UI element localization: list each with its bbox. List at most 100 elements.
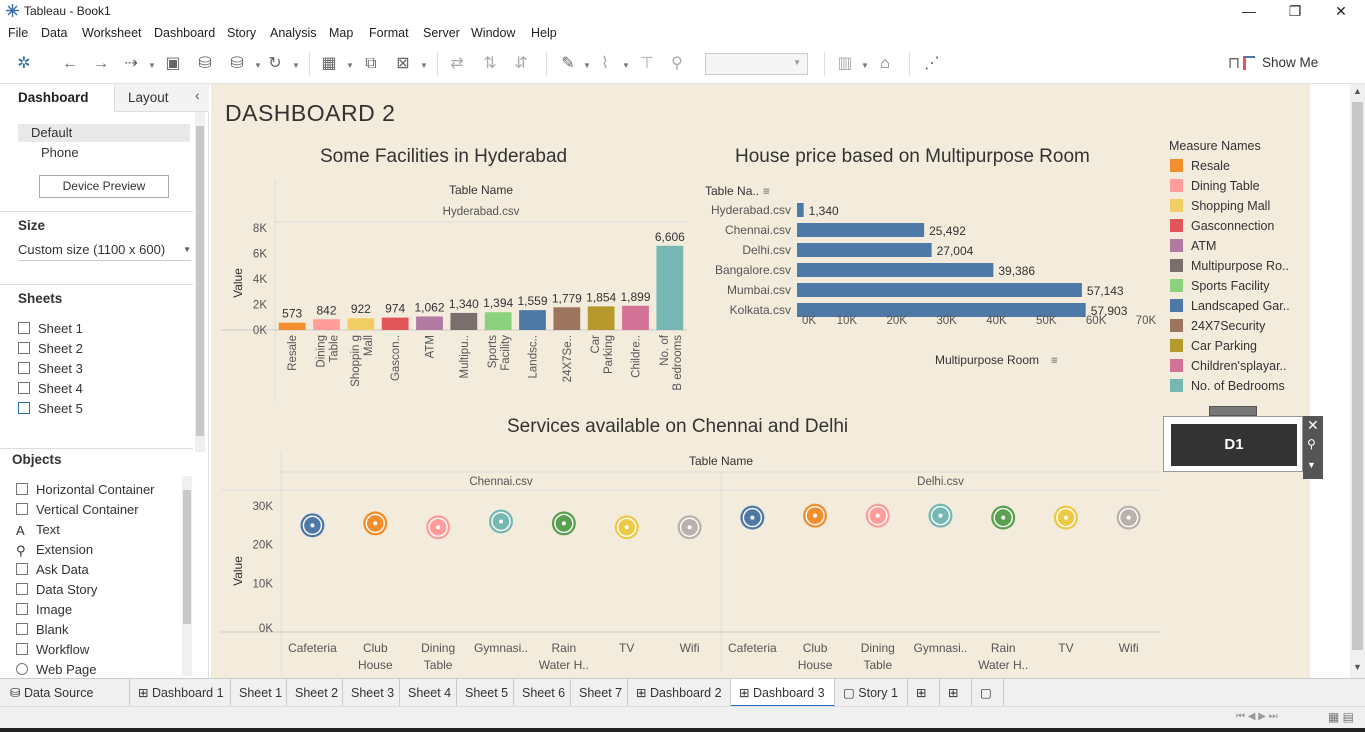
device-default[interactable] — [18, 124, 190, 142]
restore-button[interactable]: ❐ — [1288, 3, 1302, 19]
tab-layout[interactable]: Layout ‹ — [114, 84, 209, 112]
show-me-button[interactable]: Show Me — [1262, 55, 1319, 70]
highlight-dropdown-icon[interactable]: ▼ — [583, 61, 591, 70]
device-phone[interactable]: Phone — [41, 145, 79, 160]
object-vertical-container[interactable]: Vertical Container — [16, 502, 139, 517]
collapse-panel-icon[interactable]: ‹ — [195, 87, 200, 103]
menu-server[interactable]: Server — [423, 26, 460, 40]
legend-item[interactable]: Landscaped Gar.. — [1170, 299, 1290, 313]
scroll-down-icon[interactable]: ▼ — [1353, 662, 1362, 672]
menu-data[interactable]: Data — [41, 26, 68, 40]
menu-map[interactable]: Map — [329, 26, 354, 40]
objects-scrollbar[interactable] — [182, 476, 192, 676]
legend-item[interactable]: Children'splayar.. — [1170, 359, 1287, 373]
clear-sheet-icon[interactable]: ⊠ — [396, 55, 410, 72]
tab-sheet-1[interactable]: Sheet 1 — [231, 679, 287, 707]
size-select[interactable]: Custom size (1100 x 600) ▼ — [18, 241, 191, 261]
refresh-dropdown-icon[interactable]: ▼ — [292, 61, 300, 70]
services-scatter-chart[interactable]: Table Name Value 0K 10K 20K 30K Chennai.csv Caf… — [221, 450, 1165, 672]
tab-sheet-4[interactable]: Sheet 4 — [400, 679, 457, 707]
legend-item[interactable]: Multipurpose Ro.. — [1170, 259, 1289, 273]
close-button[interactable]: ✕ — [1335, 3, 1347, 19]
replay-dropdown-icon[interactable]: ▼ — [148, 61, 156, 70]
sheet-item[interactable]: Sheet 2 — [18, 341, 83, 356]
tab-sheet-2[interactable]: Sheet 2 — [287, 679, 343, 707]
menu-format[interactable]: Format — [369, 26, 409, 40]
canvas-scrollbar[interactable]: ▲ ▼ — [1350, 84, 1365, 678]
new-sheet-dropdown-icon[interactable]: ▼ — [346, 61, 354, 70]
legend-item[interactable]: Gasconnection — [1170, 219, 1274, 233]
legend-item[interactable]: Sports Facility — [1170, 279, 1270, 293]
object-text[interactable]: A Text — [16, 522, 60, 538]
facilities-bar-chart[interactable]: Table Name Hyderabad.csv Value 0K 2K 4K 6K 8K 57… — [221, 180, 691, 402]
menu-analysis[interactable]: Analysis — [270, 26, 317, 40]
object-horizontal-container[interactable]: Horizontal Container — [16, 482, 155, 497]
tab-story-1[interactable]: ▢ Story 1 — [835, 679, 908, 707]
object-image[interactable]: Image — [16, 602, 72, 617]
object-data-story[interactable]: Data Story — [16, 582, 97, 597]
replay-icon[interactable]: ⇢ — [124, 55, 138, 72]
tab-navigation-icon[interactable]: ⏮ ◀ ▶ ⏭ — [1236, 711, 1278, 722]
menu-file[interactable]: File — [8, 26, 29, 40]
tab-dashboard-1[interactable]: ⊞ Dashboard 1 — [130, 679, 231, 707]
legend-item[interactable]: Resale — [1170, 159, 1230, 173]
move-handle[interactable] — [1209, 406, 1257, 416]
menu-story[interactable]: Story — [227, 26, 257, 40]
new-dashboard-tab[interactable]: ⊞ — [940, 679, 972, 707]
show-me-icon[interactable] — [1243, 56, 1255, 70]
tab-sheet-5[interactable]: Sheet 5 — [457, 679, 514, 707]
legend-item[interactable]: 24X7Security — [1170, 319, 1265, 333]
sort-ascending-icon[interactable]: ⇅ — [483, 55, 497, 72]
group-dropdown-icon[interactable]: ▼ — [622, 61, 630, 70]
tableau-home-icon[interactable]: ✲ — [17, 55, 31, 72]
new-sheet-icon[interactable]: ▦ — [321, 55, 337, 72]
panel-scrollbar[interactable] — [195, 112, 205, 452]
tab-sheet-7[interactable]: Sheet 7 — [571, 679, 628, 707]
swap-icon[interactable]: ⇄ — [450, 55, 464, 72]
tab-data-source[interactable]: ⛁ Data Source — [0, 679, 130, 707]
pause-dropdown-icon[interactable]: ▼ — [254, 61, 262, 70]
cards-dropdown-icon[interactable]: ▼ — [861, 61, 869, 70]
sheet-item[interactable]: Sheet 3 — [18, 361, 83, 376]
menu-worksheet[interactable]: Worksheet — [82, 26, 142, 40]
sheet-item[interactable]: Sheet 1 — [18, 321, 83, 336]
refresh-icon[interactable]: ↻ — [268, 55, 282, 72]
sort-descending-icon[interactable]: ⇵ — [514, 55, 528, 72]
presentation-mode-icon[interactable]: ⌂ — [880, 55, 890, 72]
device-preview-button[interactable]: Device Preview — [39, 175, 169, 198]
remove-icon[interactable]: ✕ — [1307, 417, 1319, 433]
format-painter-icon[interactable]: ⊓ — [1227, 55, 1241, 72]
legend-item[interactable]: Shopping Mall — [1170, 199, 1270, 213]
sheet-item[interactable]: Sheet 4 — [18, 381, 83, 396]
tab-sheet-3[interactable]: Sheet 3 — [343, 679, 400, 707]
fit-dropdown[interactable]: ▼ — [705, 53, 808, 75]
house-price-bar-chart[interactable]: Table Na.. ≡ Hyderabad.csv 1,340 Chennai.csv… — [701, 180, 1161, 370]
object-extension[interactable]: ⚲ Extension — [16, 542, 94, 558]
new-story-tab[interactable]: ▢ — [972, 679, 1004, 707]
duplicate-icon[interactable]: ⧉ — [365, 55, 377, 72]
scroll-up-icon[interactable]: ▲ — [1353, 86, 1362, 96]
canvas-scroll-thumb[interactable] — [1352, 102, 1363, 650]
legend-item[interactable]: ATM — [1170, 239, 1216, 253]
show-cards-icon[interactable]: ▥ — [837, 55, 853, 72]
labels-icon[interactable]: ⊤ — [640, 55, 654, 72]
panel-scroll-thumb[interactable] — [196, 126, 204, 436]
sheet-item[interactable]: Sheet 5 — [18, 401, 83, 416]
menu-help[interactable]: Help — [531, 26, 557, 40]
save-icon[interactable]: ▣ — [165, 55, 181, 72]
legend-item[interactable]: Car Parking — [1170, 339, 1257, 353]
more-options-icon[interactable]: ▼ — [1307, 460, 1316, 470]
new-worksheet-tab[interactable]: ⊞ — [908, 679, 940, 707]
object-ask-data[interactable]: Ask Data — [16, 562, 89, 577]
object-web-page[interactable]: Web Page — [16, 662, 96, 677]
filter-card[interactable]: D1 — [1163, 416, 1303, 472]
fix-axes-icon[interactable]: ⚲ — [671, 55, 683, 72]
new-data-source-icon[interactable]: ⛁ — [198, 55, 212, 72]
menu-dashboard[interactable]: Dashboard — [154, 26, 216, 40]
legend-item[interactable]: Dining Table — [1170, 179, 1260, 193]
tab-sheet-6[interactable]: Sheet 6 — [514, 679, 571, 707]
clear-dropdown-icon[interactable]: ▼ — [420, 61, 428, 70]
highlight-icon[interactable]: ✎ — [561, 55, 575, 72]
menu-window[interactable]: Window — [471, 26, 516, 40]
filmstrip-view-icon[interactable]: ▦ ▤ — [1328, 710, 1355, 724]
